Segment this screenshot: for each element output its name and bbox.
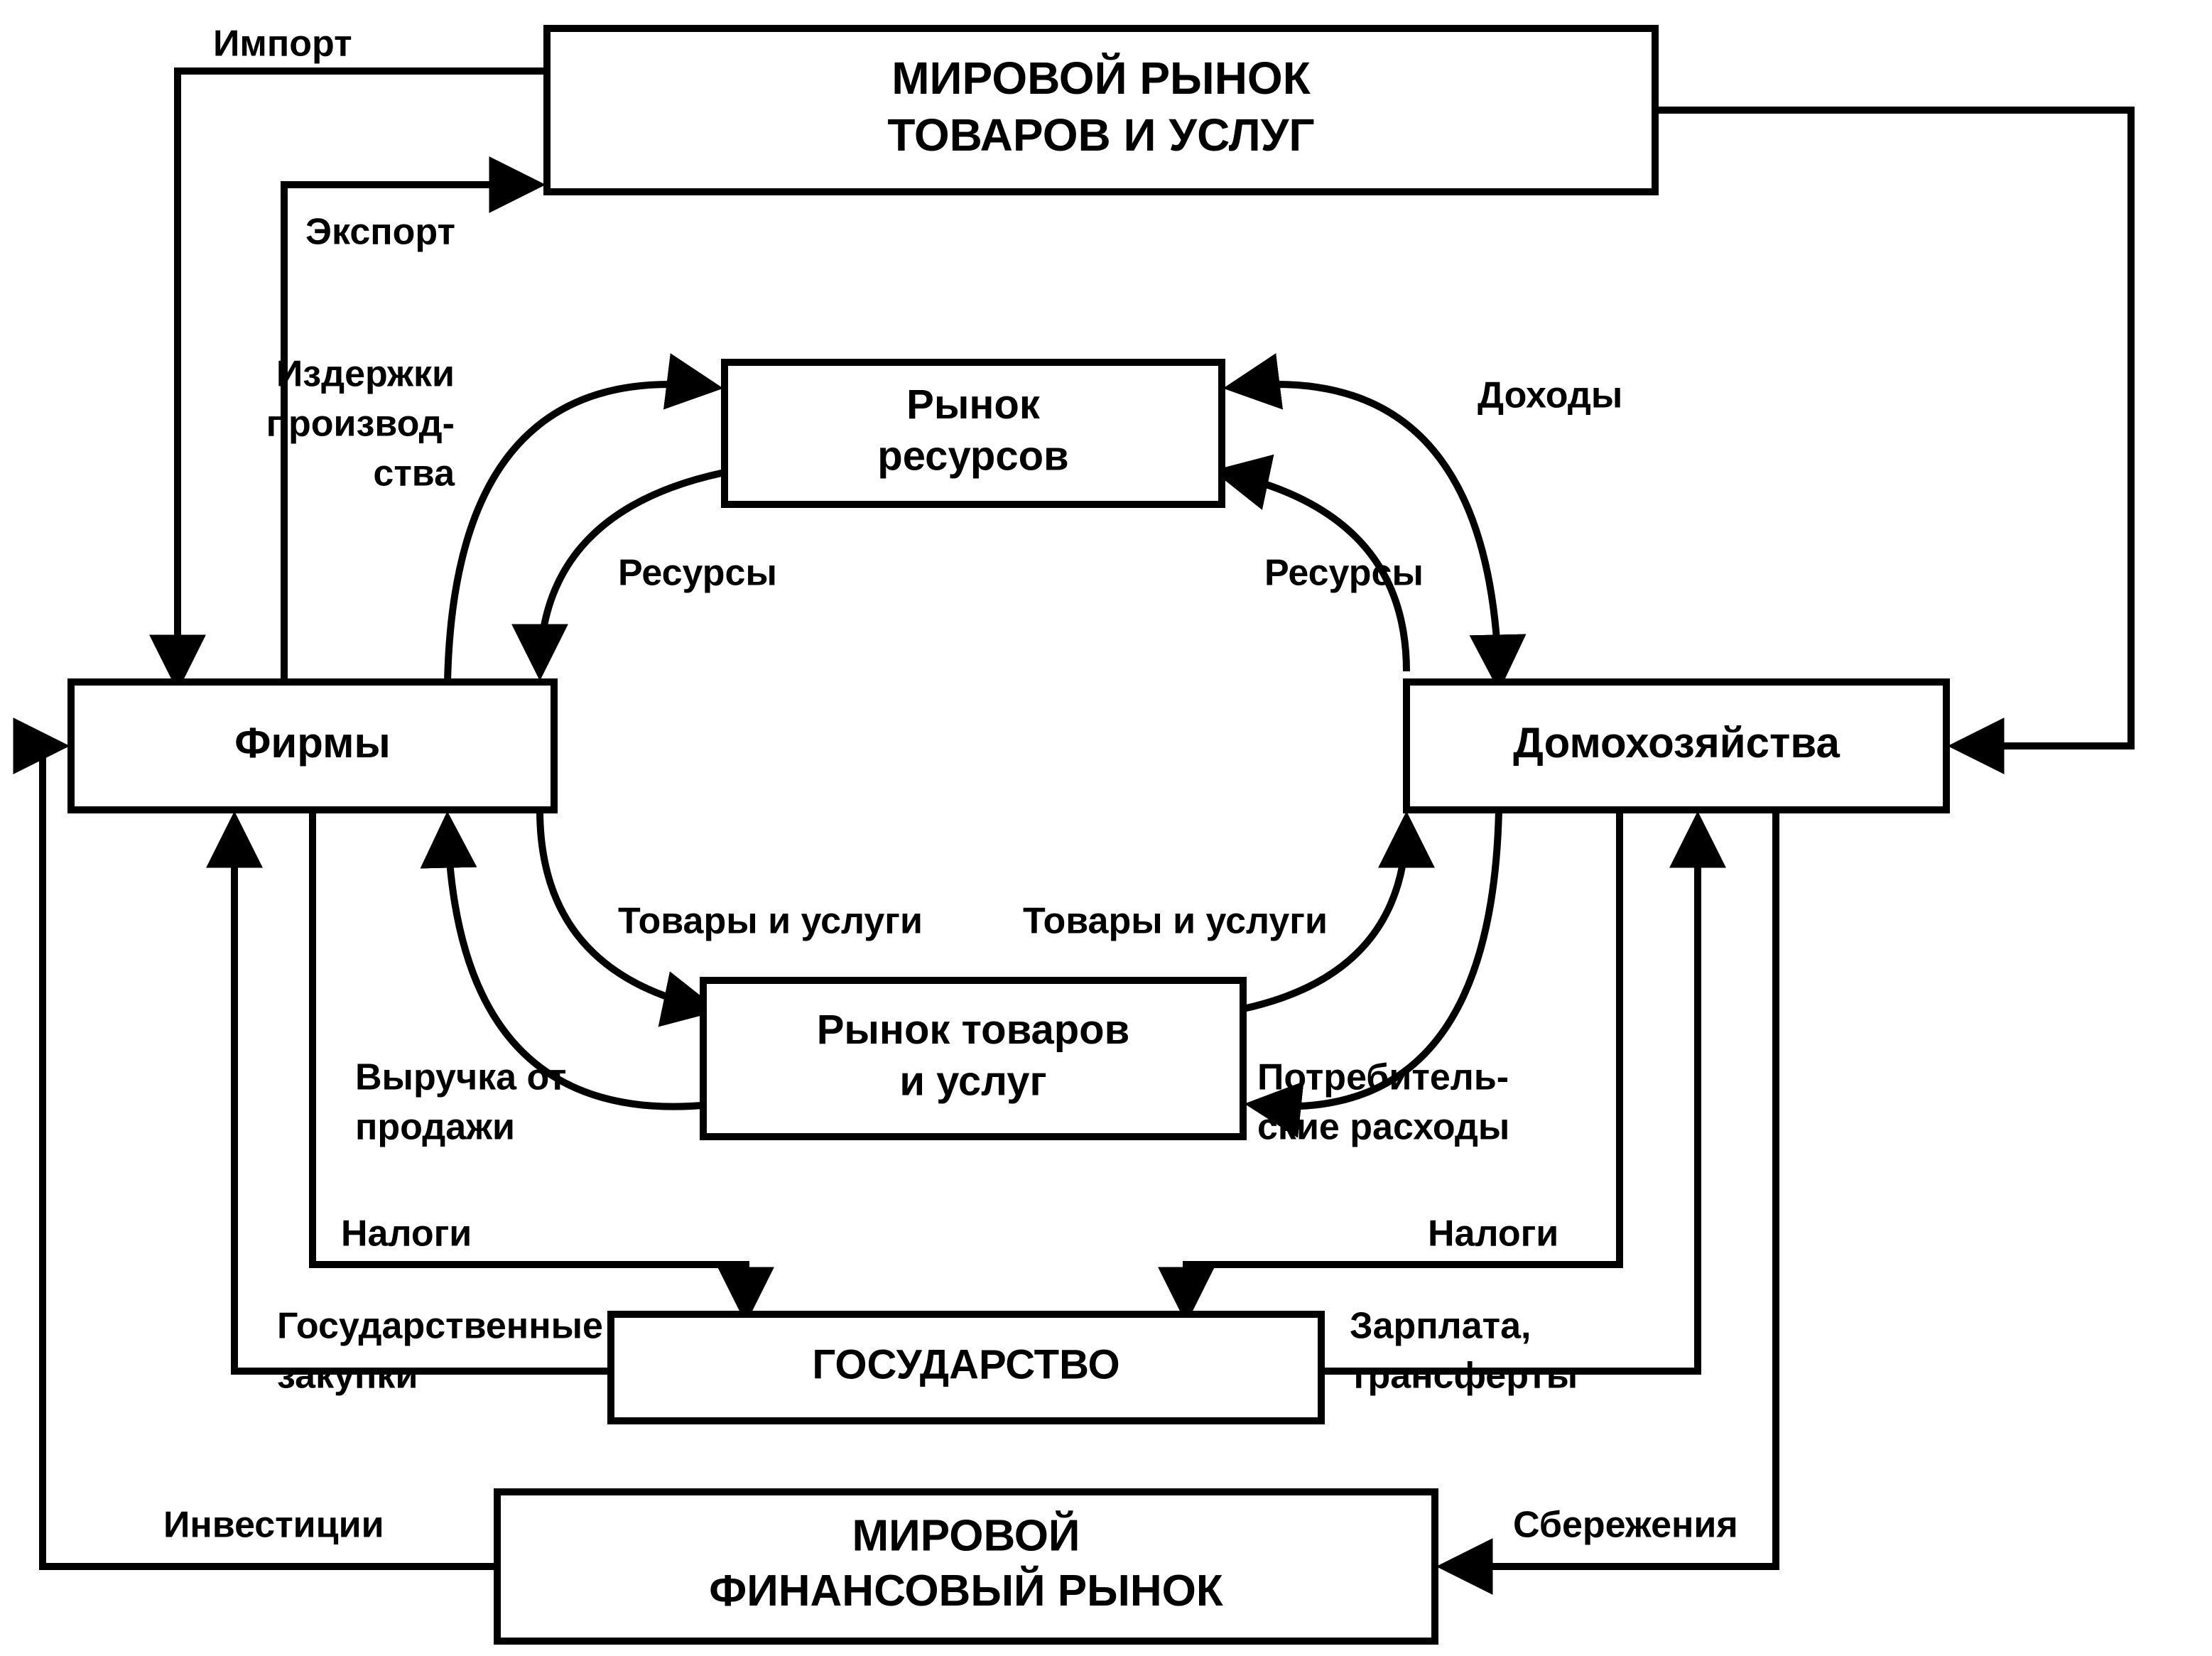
savings-edge bbox=[1446, 810, 1776, 1566]
node-world_goods-label-0: МИРОВОЙ РЫНОК bbox=[891, 52, 1311, 104]
edge-label-salary_l1: Зарплата, bbox=[1350, 1306, 1531, 1347]
edge-label-costs_l2: производ- bbox=[266, 404, 455, 445]
node-world_finance: МИРОВОЙФИНАНСОВЫЙ РЫНОК bbox=[497, 1492, 1435, 1641]
edge-label-import: Импорт bbox=[213, 23, 352, 65]
node-goods_market-label-0: Рынок товаров bbox=[817, 1007, 1130, 1053]
edge-label-costs_l1: Издержки bbox=[276, 354, 455, 395]
invest-edge bbox=[43, 746, 497, 1566]
node-resources-label-0: Рынок bbox=[906, 381, 1041, 428]
node-households-label-0: Домохозяйства bbox=[1513, 719, 1840, 767]
node-world_finance-label-0: МИРОВОЙ bbox=[852, 1511, 1080, 1561]
node-world_goods: МИРОВОЙ РЫНОКТОВАРОВ И УСЛУГ bbox=[547, 28, 1655, 192]
circular-flow-diagram: МИРОВОЙ РЫНОКТОВАРОВ И УСЛУГ Рынок ресурсо… bbox=[0, 0, 2212, 1656]
edge-label-revenue_l2: продажи bbox=[355, 1107, 515, 1148]
edge-label-taxes_left: Налоги bbox=[341, 1213, 472, 1255]
wg-to-hh bbox=[1655, 110, 2131, 746]
node-firms: Фирмы bbox=[71, 682, 554, 810]
node-government: ГОСУДАРСТВО bbox=[611, 1314, 1321, 1421]
edge-label-costs_l3: ства bbox=[373, 453, 455, 494]
node-resources-label-1: ресурсов bbox=[877, 433, 1068, 480]
edge-label-income: Доходы bbox=[1478, 375, 1622, 416]
node-government-label-0: ГОСУДАРСТВО bbox=[812, 1341, 1119, 1387]
edge-label-purchases_l1: Государственные bbox=[277, 1306, 603, 1347]
node-goods_market-label-1: и услуг bbox=[899, 1059, 1046, 1105]
edge-label-purchases_l2: закупки bbox=[277, 1355, 418, 1397]
income-arc bbox=[1232, 384, 1499, 682]
edge-label-goods_left: Товары и услуги bbox=[618, 901, 923, 942]
node-world_finance-label-1: ФИНАНСОВЫЙ РЫНОК bbox=[709, 1566, 1223, 1616]
edge-label-taxes_right: Налоги bbox=[1428, 1213, 1558, 1255]
edge-label-salary_l2: трансферты bbox=[1350, 1355, 1578, 1397]
edge-label-revenue_l1: Выручка от bbox=[355, 1057, 566, 1098]
node-firms-label-0: Фирмы bbox=[234, 719, 391, 767]
edge-label-res_left: Ресурсы bbox=[618, 553, 777, 594]
edge-label-export: Экспорт bbox=[305, 212, 455, 253]
node-resources: Рынок ресурсов bbox=[725, 362, 1222, 504]
node-goods_market: Рынок товаров и услуг bbox=[703, 980, 1243, 1137]
costs-arc bbox=[448, 384, 714, 682]
edge-label-consumer_l1: Потребитель- bbox=[1257, 1057, 1509, 1098]
edge-label-savings: Сбережения bbox=[1513, 1505, 1738, 1546]
edge-label-goods_right: Товары и услуги bbox=[1023, 901, 1328, 942]
node-households: Домохозяйства bbox=[1406, 682, 1946, 810]
edge-label-consumer_l2: ские расходы bbox=[1257, 1107, 1509, 1148]
node-world_goods-label-1: ТОВАРОВ И УСЛУГ bbox=[887, 109, 1314, 161]
edge-label-res_right: Ресурсы bbox=[1264, 553, 1424, 594]
edge-label-invest: Инвестиции bbox=[163, 1505, 384, 1546]
